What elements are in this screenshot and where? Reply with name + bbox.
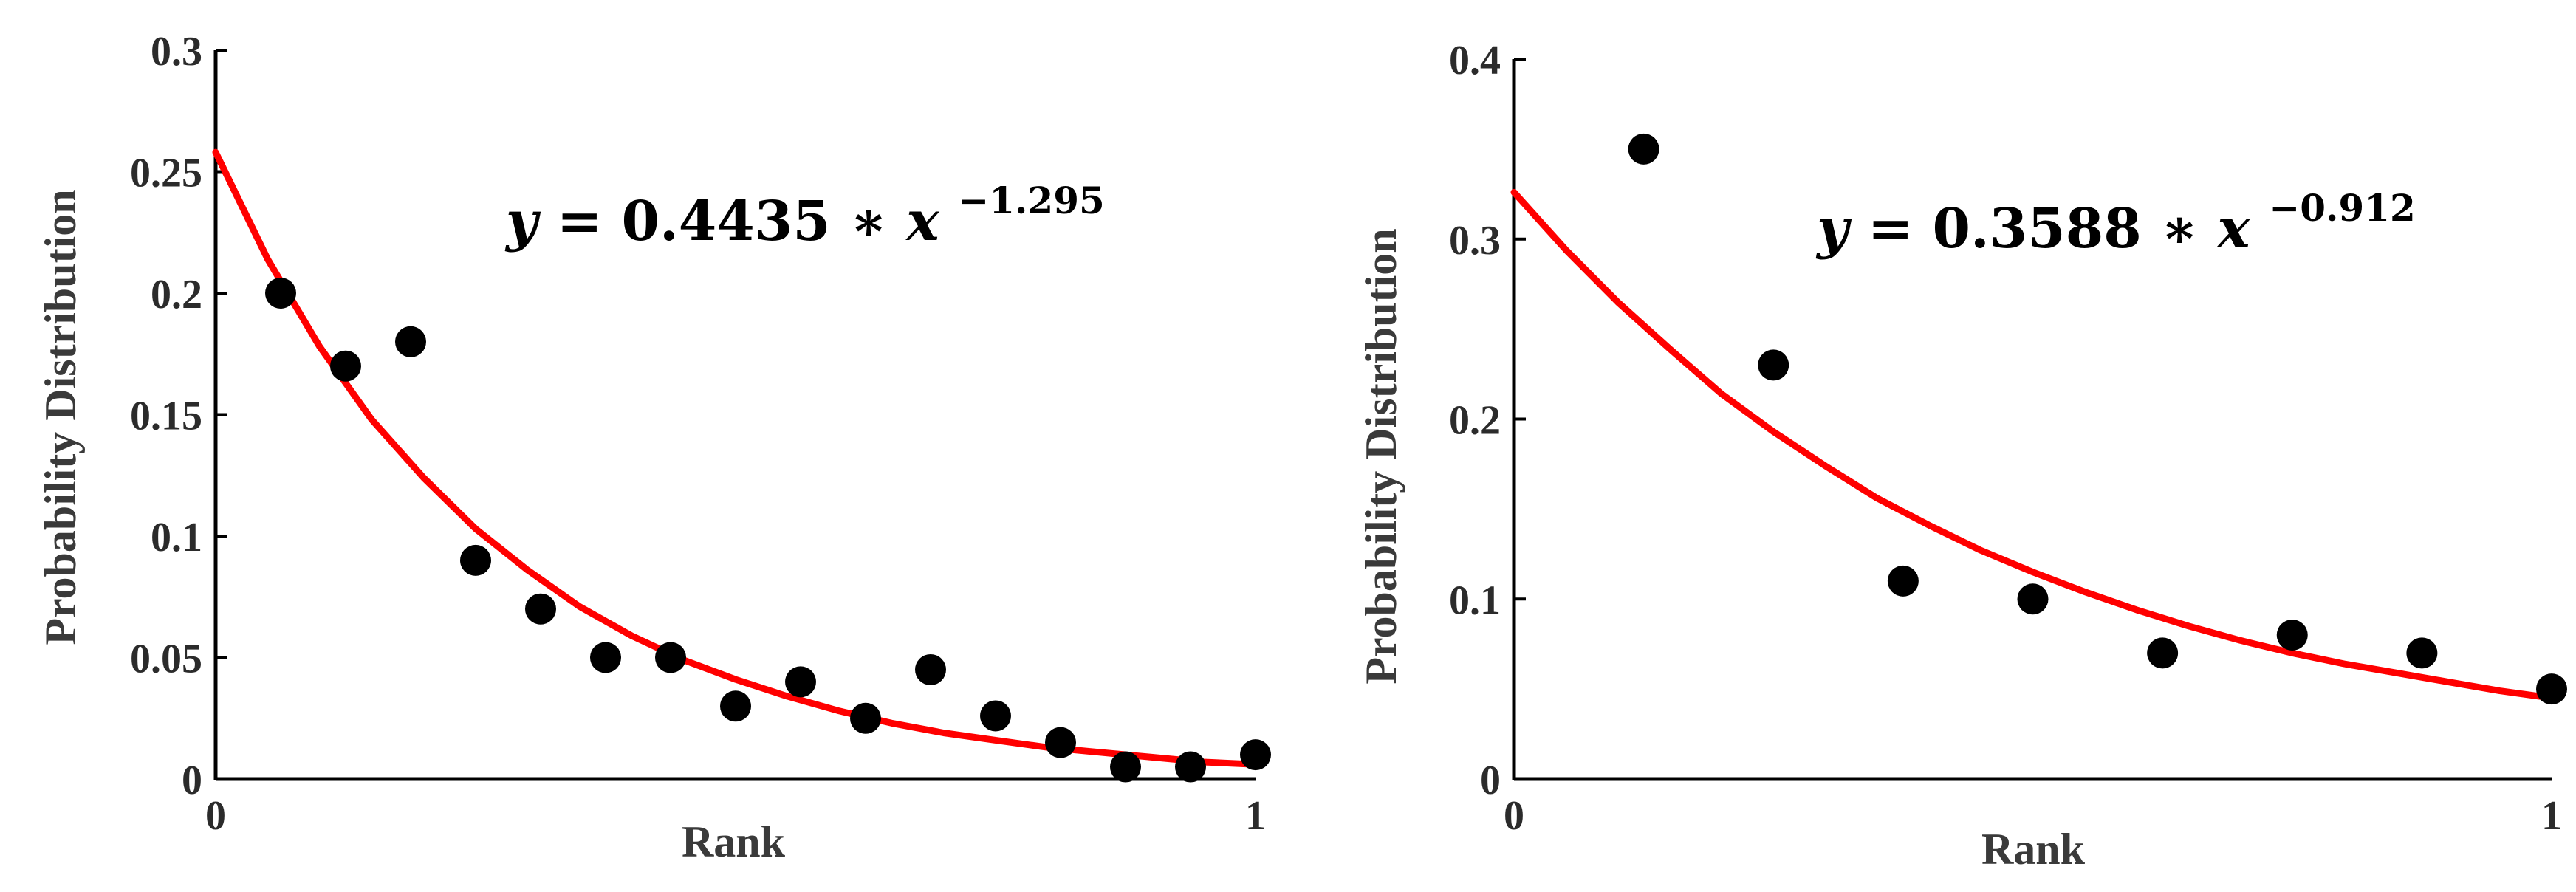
data-point — [330, 350, 361, 382]
y-tick-label: 0 — [1480, 758, 1501, 803]
data-point — [1175, 751, 1206, 783]
y-tick-label: 0 — [182, 758, 202, 803]
y-tick-label: 0.1 — [151, 515, 202, 560]
data-point — [655, 642, 686, 673]
data-point — [785, 666, 816, 698]
equation-y: y — [504, 190, 541, 253]
fit-curve — [212, 148, 1259, 768]
x-tick-label: 0 — [1504, 793, 1524, 839]
fit-equation: y = 0.4435 ∗ x −1.295 — [504, 179, 1105, 253]
data-point — [2147, 637, 2179, 669]
equation-x: x — [2216, 197, 2250, 261]
x-tick-label: 1 — [1245, 793, 1266, 839]
data-point — [980, 700, 1011, 732]
y-axis-label: Probability Distribution — [36, 189, 85, 645]
equation-coefficient: 0.3588 — [1933, 197, 2142, 261]
data-point — [2406, 637, 2438, 669]
data-point — [1758, 349, 1789, 381]
data-point — [915, 653, 946, 685]
equation-multiply: ∗ — [850, 190, 907, 253]
y-tick-label: 0.2 — [1449, 398, 1501, 444]
equation-exponent: −1.295 — [958, 179, 1104, 222]
y-tick-label: 0.25 — [130, 151, 202, 196]
y-tick-label: 0.2 — [151, 272, 202, 318]
equation-coefficient: 0.4435 — [622, 190, 831, 253]
data-point — [1240, 739, 1271, 771]
data-point — [720, 690, 751, 722]
data-point — [850, 702, 881, 734]
equation-x: x — [905, 190, 939, 253]
tick-layer: 0 0.05 0.1 0.15 0.2 0.25 0.3 0 1 — [130, 29, 1266, 839]
data-point — [2017, 583, 2049, 615]
y-tick-label: 0.3 — [1449, 218, 1501, 264]
y-axis-label: Probability Distribution — [1357, 228, 1405, 684]
mark-layer — [1510, 133, 2567, 705]
x-tick-label: 0 — [205, 793, 226, 839]
y-tick-label: 0.05 — [130, 637, 202, 682]
data-point — [590, 642, 621, 673]
chart-right: Probability Distribution Rank 0 0.1 0.2 0.3… — [1357, 38, 2567, 874]
data-point — [1628, 133, 1659, 165]
x-axis-label: Rank — [682, 817, 786, 866]
data-point — [265, 278, 296, 309]
y-tick-label: 0.3 — [151, 29, 202, 75]
fit-curve — [1510, 188, 2555, 701]
equation-multiply: ∗ — [2161, 197, 2218, 261]
y-tick-label: 0.4 — [1449, 38, 1501, 83]
x-tick-label: 1 — [2541, 793, 2562, 839]
mark-layer — [212, 148, 1271, 783]
chart-left: Probability Distribution Rank 0 0.05 0.1 0.… — [36, 29, 1271, 866]
y-tick-label: 0.15 — [130, 394, 202, 439]
data-point — [1110, 751, 1141, 783]
equation-equals: = — [557, 190, 622, 253]
data-point — [2276, 620, 2308, 651]
equation-exponent: −0.912 — [2269, 186, 2415, 230]
data-point — [460, 544, 491, 576]
equation-y: y — [1815, 197, 1852, 261]
data-point — [395, 326, 426, 357]
data-point — [2536, 673, 2567, 705]
tick-layer: 0 0.1 0.2 0.3 0.4 0 1 — [1449, 38, 2562, 839]
y-tick-label: 0.1 — [1449, 577, 1501, 623]
equation-equals: = — [1868, 197, 1933, 261]
fit-equation: y = 0.3588 ∗ x −0.912 — [1815, 186, 2416, 261]
data-point — [525, 593, 556, 625]
data-point — [1887, 565, 1919, 597]
x-axis-label: Rank — [1981, 825, 2086, 874]
data-point — [1045, 727, 1076, 758]
